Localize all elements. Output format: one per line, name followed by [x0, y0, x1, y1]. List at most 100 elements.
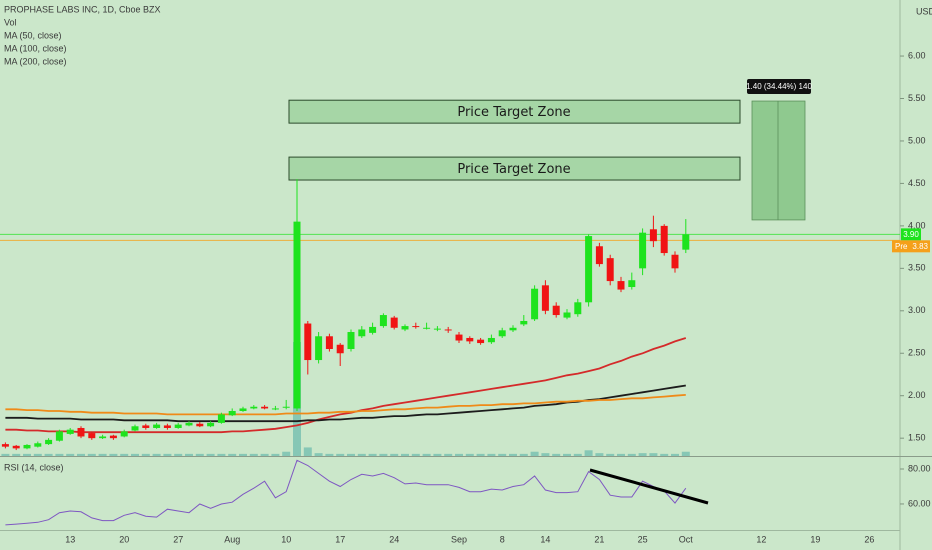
candle-body: [228, 410, 236, 416]
candle-body: [45, 439, 53, 445]
x-tick-label: 17: [335, 534, 345, 544]
volume-bar: [411, 453, 420, 456]
position-label: 1.40 (34.44%) 140: [746, 82, 812, 91]
volume-bar: [87, 453, 96, 456]
candle-body: [401, 326, 409, 330]
candle-body: [520, 320, 528, 325]
candle-body: [606, 258, 614, 282]
volume-bar: [152, 453, 161, 456]
volume-bar: [271, 453, 280, 456]
volume-bar: [433, 453, 442, 456]
candle-body: [1, 444, 9, 447]
candle-body: [239, 408, 247, 411]
volume-bar: [573, 453, 582, 456]
volume-bar: [163, 453, 172, 456]
volume-bar: [98, 453, 107, 456]
volume-bar: [347, 453, 355, 456]
candle-body: [293, 221, 301, 409]
volume-bar: [552, 453, 561, 456]
candle-body: [433, 328, 441, 330]
volume-bar: [12, 453, 21, 456]
volume-bar: [379, 453, 388, 456]
volume-bar: [185, 453, 193, 456]
volume-bar: [325, 453, 334, 456]
candle-body: [466, 337, 474, 342]
candle-body: [109, 435, 117, 439]
volume-bar: [66, 453, 75, 456]
x-tick-label: 20: [119, 534, 129, 544]
volume-bar: [465, 453, 474, 456]
volume-bar: [109, 453, 118, 456]
rsi-line: [5, 459, 687, 526]
candle-body: [455, 334, 463, 341]
candle-body: [12, 445, 20, 449]
candle-body: [617, 281, 625, 290]
candle-body: [649, 229, 657, 242]
volume-bar: [23, 453, 31, 456]
volume-bar: [584, 450, 593, 456]
rsi-tick-label: 80.00: [908, 463, 931, 473]
volume-bar: [422, 453, 431, 456]
y-tick-label: 1.50: [908, 433, 926, 443]
x-tick-label: 26: [864, 534, 874, 544]
volume-bar: [195, 453, 204, 456]
candle-body: [444, 329, 452, 331]
candle-body: [347, 332, 355, 350]
y-tick-label: 6.00: [908, 50, 926, 60]
volume-bar: [476, 453, 485, 456]
rsi-title: RSI (14, close): [4, 462, 64, 472]
volume-bar: [206, 453, 215, 456]
x-tick-label: Aug: [224, 534, 240, 544]
candle-body: [261, 406, 269, 409]
plot-area: 6.00 5.50 5.00 4.50 4.00 3.50 3.00 2.50 2.00 1.50…: [0, 50, 931, 544]
volume-bar: [541, 453, 550, 456]
y-axis-label: USD: [916, 6, 932, 16]
candle-body: [23, 444, 31, 449]
volume-bar: [357, 453, 366, 456]
y-tick-label: 5.50: [908, 93, 926, 103]
volume-bar: [617, 453, 625, 456]
y-tick-label: 5.00: [908, 135, 926, 145]
candle-body: [66, 429, 74, 434]
x-tick-label: 8: [500, 534, 505, 544]
candle-body: [671, 254, 679, 269]
volume-bar: [530, 451, 539, 456]
candle-body: [369, 326, 377, 333]
volume-bar: [444, 453, 453, 456]
candle-body: [196, 423, 204, 427]
candle-body: [163, 425, 171, 428]
candle-body: [531, 288, 539, 320]
volume-bar: [336, 453, 345, 456]
candle-body: [55, 431, 63, 441]
candle-body: [412, 326, 420, 328]
candle-body: [552, 305, 560, 316]
candle-body: [498, 330, 506, 337]
candle-body: [379, 315, 387, 327]
volume-bar: [401, 453, 409, 456]
volume-bar: [638, 453, 647, 456]
moving-average-line: [5, 394, 686, 416]
volume-bar: [509, 453, 517, 456]
volume-bar: [649, 453, 658, 456]
x-tick-label: 25: [638, 534, 648, 544]
volume-bar: [455, 453, 463, 456]
x-tick-label: 14: [540, 534, 550, 544]
legend-ma200: MA (200, close): [4, 56, 67, 66]
candle-body: [304, 323, 312, 361]
target-zone-label: Price Target Zone: [457, 105, 570, 120]
candle-body: [563, 312, 571, 318]
volume-bar: [228, 453, 237, 456]
x-tick-label: 13: [65, 534, 75, 544]
target-zone-label: Price Target Zone: [457, 162, 570, 177]
candle-body: [34, 443, 42, 447]
candle-body: [153, 424, 161, 428]
premarket-name: Pre: [895, 242, 908, 251]
volume-bar: [77, 453, 85, 456]
candle-body: [250, 406, 258, 409]
candle-body: [639, 232, 647, 269]
candle-body: [271, 408, 279, 410]
volume-bar: [487, 453, 496, 456]
candle-body: [628, 280, 636, 288]
volume-bar: [595, 453, 604, 456]
